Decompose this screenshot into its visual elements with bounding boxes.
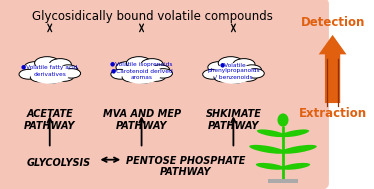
Circle shape xyxy=(218,57,243,70)
Text: ACETATE
PATHWAY: ACETATE PATHWAY xyxy=(24,109,76,131)
Text: ●Volatile fatty acid
derivatives: ●Volatile fatty acid derivatives xyxy=(21,65,78,77)
Circle shape xyxy=(213,63,254,84)
Text: MVA AND MEP
PATHWAY: MVA AND MEP PATHWAY xyxy=(102,109,181,131)
Ellipse shape xyxy=(278,113,288,127)
Circle shape xyxy=(55,71,74,81)
Circle shape xyxy=(30,63,70,84)
Circle shape xyxy=(233,59,255,70)
Circle shape xyxy=(135,73,154,83)
Text: Extraction: Extraction xyxy=(298,107,367,120)
Text: GLYCOLYSIS: GLYCOLYSIS xyxy=(27,158,91,167)
Circle shape xyxy=(126,57,151,70)
Circle shape xyxy=(214,73,232,82)
Text: ●Volatile isoprenoids
●Carotenoid derived
aromas: ●Volatile isoprenoids ●Carotenoid derive… xyxy=(110,62,173,80)
Ellipse shape xyxy=(257,129,285,137)
Circle shape xyxy=(238,71,257,81)
Circle shape xyxy=(30,73,48,82)
Circle shape xyxy=(19,69,38,79)
Ellipse shape xyxy=(281,129,309,137)
Text: ●Volatile
phenylpropanoids
/ benzenoids: ●Volatile phenylpropanoids / benzenoids xyxy=(207,62,260,80)
Circle shape xyxy=(111,69,130,79)
Circle shape xyxy=(242,65,261,75)
Circle shape xyxy=(246,69,264,78)
Circle shape xyxy=(150,65,170,75)
Circle shape xyxy=(122,73,140,82)
Circle shape xyxy=(154,69,172,78)
Bar xyxy=(268,179,298,183)
Circle shape xyxy=(147,71,166,81)
FancyArrowPatch shape xyxy=(319,35,346,103)
Circle shape xyxy=(227,73,246,83)
Text: PENTOSE PHOSPHATE
PATHWAY: PENTOSE PHOSPHATE PATHWAY xyxy=(126,156,245,177)
Ellipse shape xyxy=(282,163,310,170)
Circle shape xyxy=(59,65,78,75)
Ellipse shape xyxy=(256,163,285,170)
Circle shape xyxy=(208,62,230,73)
Circle shape xyxy=(49,59,71,70)
Circle shape xyxy=(203,69,222,79)
Circle shape xyxy=(122,63,162,84)
Circle shape xyxy=(62,69,81,78)
Circle shape xyxy=(43,73,62,83)
Circle shape xyxy=(116,62,138,73)
Circle shape xyxy=(141,59,163,70)
Ellipse shape xyxy=(280,145,317,154)
Text: Glycosidically bound volatile compounds: Glycosidically bound volatile compounds xyxy=(32,10,273,23)
FancyBboxPatch shape xyxy=(0,0,329,189)
Text: Detection: Detection xyxy=(300,16,365,29)
Text: SHKIMATE
PATHWAY: SHKIMATE PATHWAY xyxy=(205,109,261,131)
Ellipse shape xyxy=(249,145,285,154)
Circle shape xyxy=(24,62,46,73)
Circle shape xyxy=(35,57,59,70)
